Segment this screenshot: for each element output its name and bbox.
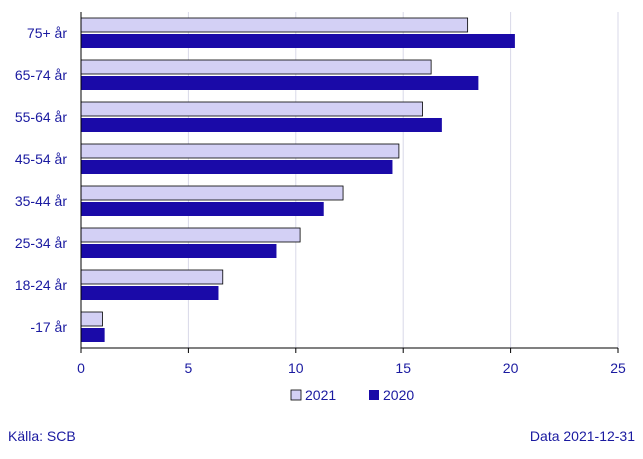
bar-2020-3 <box>81 160 393 174</box>
category-label: 25-34 år <box>15 235 67 251</box>
bar-2021-2 <box>80 101 423 117</box>
legend: 2021 2020 <box>290 387 414 403</box>
category-label: 18-24 år <box>15 277 67 293</box>
bar-2020-4 <box>81 202 324 216</box>
category-label: 65-74 år <box>15 67 67 83</box>
x-tick-label: 25 <box>610 360 626 376</box>
category-label: 75+ år <box>27 25 67 41</box>
legend-swatch-2020 <box>369 390 379 400</box>
category-label: -17 år <box>30 319 67 335</box>
data-date: Data 2021-12-31 <box>529 428 635 444</box>
legend-swatch-2021 <box>290 389 302 401</box>
bar-2021-6 <box>80 269 224 285</box>
bar-2020-6 <box>81 286 219 300</box>
bar-2021-0 <box>80 17 469 33</box>
legend-label-2020: 2020 <box>383 387 414 403</box>
bar-2021-3 <box>80 143 400 159</box>
category-label: 55-64 år <box>15 109 67 125</box>
bar-2020-5 <box>81 244 277 258</box>
bar-2020-0 <box>81 34 515 48</box>
bar-2020-7 <box>81 328 105 342</box>
axes: 0 5 10 15 20 25 75+ år 65-74 år 55-64 år 45-54 år… <box>15 12 626 376</box>
bar-2021-7 <box>80 311 103 327</box>
bar-2021-1 <box>80 59 432 75</box>
bar-2021-4 <box>80 185 344 201</box>
x-tick-label: 15 <box>395 360 411 376</box>
x-tick-label: 0 <box>77 360 85 376</box>
category-label: 35-44 år <box>15 193 67 209</box>
x-tick-label: 5 <box>185 360 193 376</box>
bar-2020-1 <box>81 76 479 90</box>
bar-2021-5 <box>80 227 301 243</box>
legend-label-2021: 2021 <box>305 387 336 403</box>
x-tick-label: 20 <box>503 360 519 376</box>
source-note: Källa: SCB <box>8 428 76 444</box>
bar-2020-2 <box>81 118 442 132</box>
bars <box>80 17 515 342</box>
category-label: 45-54 år <box>15 151 67 167</box>
x-tick-label: 10 <box>288 360 304 376</box>
